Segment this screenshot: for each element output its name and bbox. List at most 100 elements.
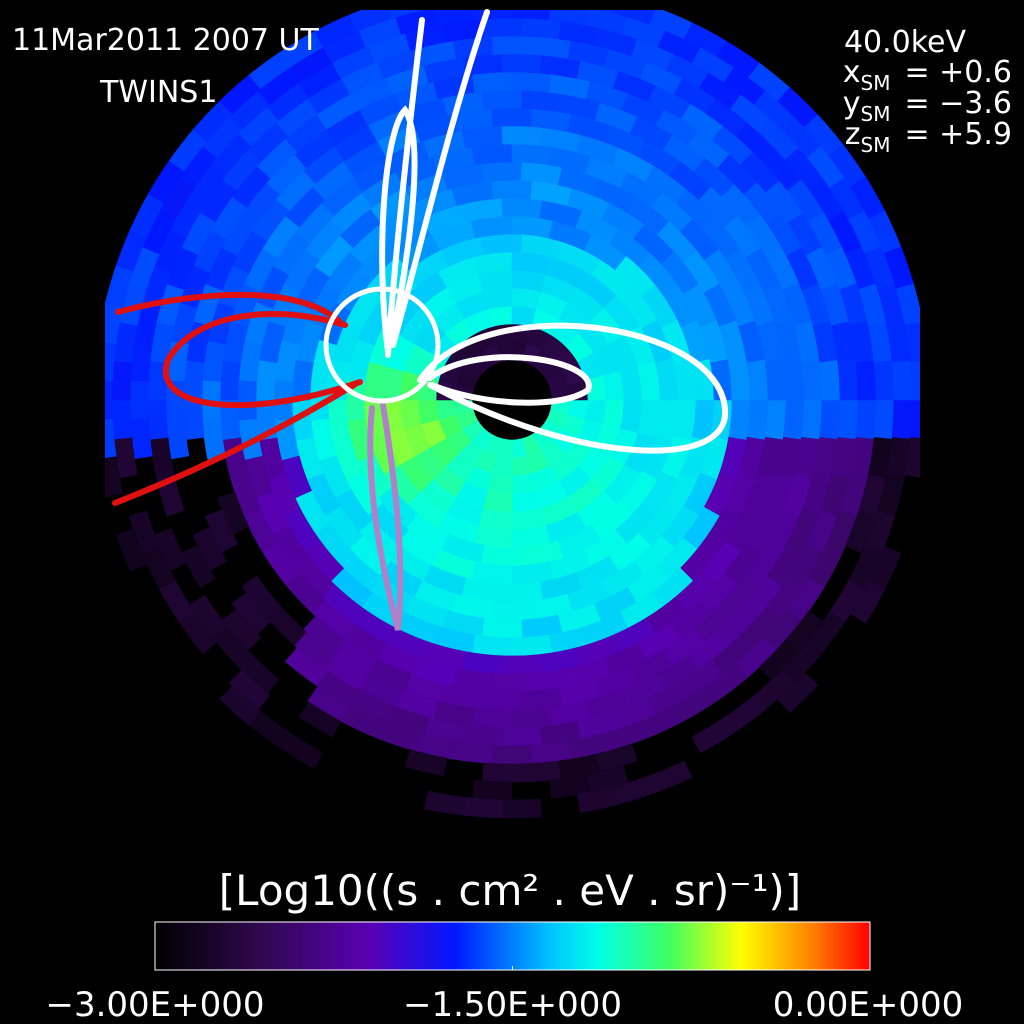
pixel-cell [746,359,769,401]
pixel-cell [501,798,542,819]
white-field-line [417,322,729,454]
pixel-cell [219,685,261,726]
coordinate-value: = −3.6 [904,86,1012,121]
pixel-cell [602,370,625,401]
pixel-cell [511,287,542,310]
pixel-cell [111,360,133,401]
pixel-cell [511,71,552,93]
pixel-cell [746,399,769,441]
pixel-cell [183,399,205,440]
pixel-cell [511,490,542,513]
pixel-cell [105,418,117,458]
pixel-cell [873,360,895,401]
pixel-cell [255,359,278,401]
coordinate-label: xSM = +0.6 [843,55,1012,95]
colorbar-tick-label: −3.00E+000 [45,985,264,1024]
pixel-cell [849,580,886,624]
coordinate-axis: y [843,86,861,121]
coordinate-label: ySM = −3.6 [843,86,1012,126]
pixel-cell [521,760,562,783]
pixel-cell [487,305,513,327]
pixel-cell [521,687,562,711]
pixel-cell [511,634,553,657]
pixel-cell [491,179,533,200]
colorbar-tick-label: 0.00E+000 [773,985,964,1024]
pixel-cell [237,379,258,421]
pixel-cell [417,399,439,425]
pixel-cell [691,717,735,754]
pixel-cell [837,399,859,440]
pixel-cell [521,17,562,40]
colorbar [154,921,871,971]
pixel-cell [462,796,503,819]
pixel-cell [482,762,523,783]
pixel-cell [801,360,823,401]
pixel-cell [472,779,513,801]
pixel-cell [399,399,422,430]
date-label: 11Mar2011 2007 UT [12,23,320,58]
pixel-cell [904,437,920,478]
coordinate-label: zSM = +5.9 [845,117,1012,157]
coordinate-frame: SM [861,133,891,157]
pixel-cell [471,634,513,657]
red-field-line [112,291,363,506]
pixel-cell [777,672,819,713]
pixel-cell [764,359,787,401]
pixel-cell [783,399,805,441]
pixel-cell [819,360,841,401]
pixel-cell [389,10,425,19]
pixel-cell [801,399,823,440]
coordinate-value: = +0.6 [904,55,1012,90]
spacecraft-label: TWINS1 [99,75,217,110]
pixel-cell [602,399,625,430]
pixel-cell [219,359,241,401]
pixel-cell [613,10,656,25]
pixel-cell [434,10,475,26]
pixel-cell [298,701,342,738]
coordinate-axis: x [843,55,861,90]
coordinate-value: = +5.9 [904,117,1012,152]
pixel-cell [481,690,523,711]
pixel-cell [511,10,551,21]
pixel-cell [599,10,616,14]
pixel-cell [764,399,787,441]
pixel-cell [891,360,913,401]
pixel-cell [511,473,537,495]
pixel-cell [577,786,619,813]
field-lines [112,9,729,631]
pixel-cell [482,490,513,513]
pixel-cell [511,707,552,729]
pixel-cell [481,161,523,183]
energy-label: 40.0keV [844,25,967,60]
pixel-cell [472,71,513,93]
pixel-cell [728,399,751,441]
pixel-cell [873,399,895,440]
pixel-cell [472,707,513,729]
pixel-cell [105,455,124,498]
pixel-cell [481,89,523,110]
pixel-cell [904,322,920,363]
pixel-cell [491,745,533,765]
pixel-cell [404,749,448,777]
pixel-cell [482,17,523,38]
pixel-cell [111,399,133,440]
pixel-cell [105,380,113,420]
pixel-cell [501,581,543,603]
pixel-cell [909,399,920,439]
pixel-cell [895,283,920,326]
pixel-cell [909,361,920,401]
pixel-cell [855,360,877,401]
earth [323,286,441,404]
white-field-line [379,9,490,358]
colorbar-tick-label: −1.50E+000 [403,985,622,1024]
pixel-cell [521,89,562,113]
pixel-cell [819,399,841,440]
pixel-cell [511,143,553,166]
pixel-cell [105,342,117,382]
coordinate-axis: z [845,117,861,152]
pixel-cell [424,790,466,816]
pixel-cell [501,125,543,146]
pixel-cell [284,647,328,687]
pixel-cell [491,600,533,621]
